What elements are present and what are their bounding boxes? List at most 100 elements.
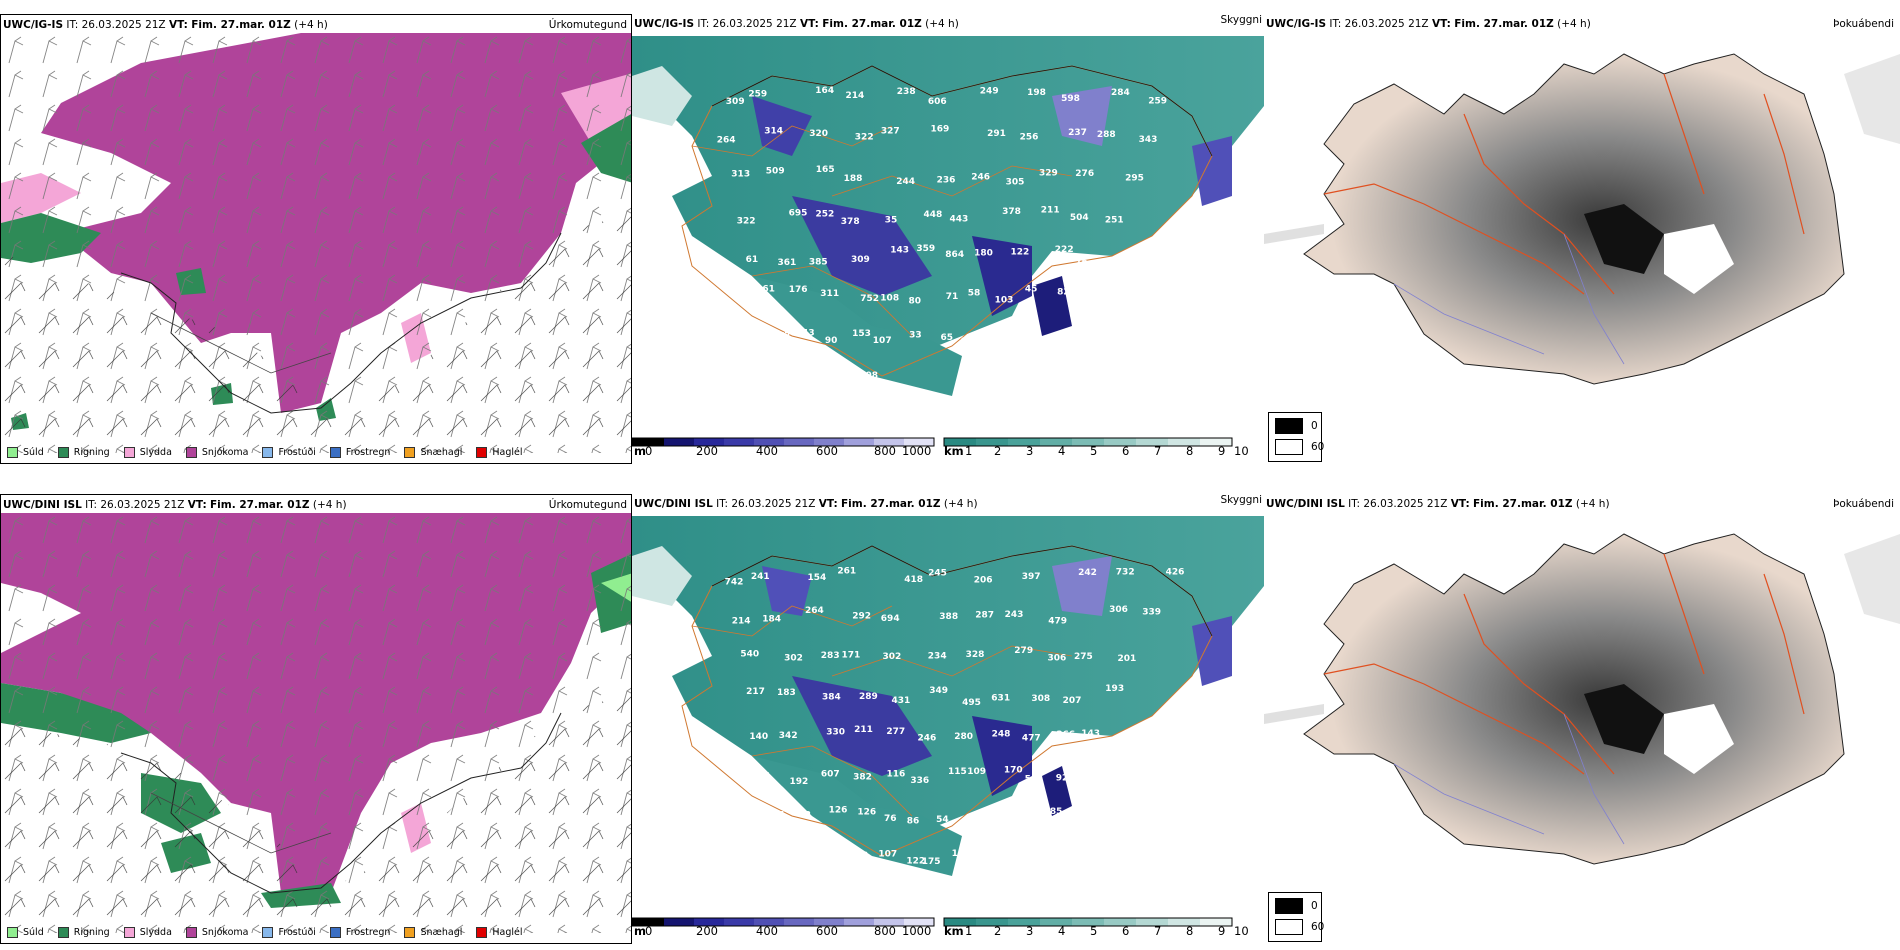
visibility-value-label: 126 [829,806,848,816]
visibility-value-label: 251 [1105,216,1124,226]
visibility-value-label: 277 [886,727,905,737]
visibility-value-label: 76 [999,848,1012,858]
fog-legend-row: 60 [1275,919,1324,935]
visibility-value-label: 752 [860,294,879,304]
legend-item: Frostúði [262,927,316,938]
visibility-value-label: 214 [846,91,865,101]
visibility-value-label: 431 [892,696,911,706]
visibility-value-label: 477 [1022,733,1041,743]
visibility-value-label: 306 [1109,605,1128,615]
visibility-colorbars-bottom [632,917,1233,927]
visibility-value-label: 33 [909,330,922,340]
visibility-value-label: 359 [916,244,935,254]
visibility-value-label: 309 [726,97,745,107]
panel-title-bottom-3: UWC/DINI ISL IT: 26.03.2025 21Z VT: Fim.… [1266,498,1610,510]
visibility-value-label: 116 [887,770,906,780]
visibility-value-label: 261 [837,567,856,577]
colorbar-tick: 1 [965,444,973,458]
legend-swatch [185,927,197,938]
colorbar-unit-m: m [634,444,646,458]
legend-swatch [476,927,488,938]
visibility-value-label: 607 [821,770,840,780]
legend-swatch [476,447,488,458]
colorbar-tick: 10 [1234,444,1249,458]
visibility-value-label: 101 [992,809,1011,819]
visibility-value-label: 164 [766,811,785,821]
visibility-value-label: 165 [816,165,835,175]
visibility-value-label: 45 [1025,284,1038,294]
panel-title-top-3: UWC/IG-IS IT: 26.03.2025 21Z VT: Fim. 27… [1266,18,1591,30]
panel-variable-title: Úrkomutegund [548,499,627,511]
visibility-value-label: 342 [779,731,798,741]
visibility-value-label: 314 [764,127,783,137]
visibility-value-label: 211 [854,725,873,735]
visibility-value-label: 198 [1027,88,1046,98]
colorbar-tick: 800 [874,924,896,938]
visibility-value-label: 184 [762,615,781,625]
colorbar-tick: 800 [874,444,896,458]
visibility-value-label: 320 [809,129,828,139]
visibility-value-label: 108 [880,294,899,304]
legend-item: Snæhagl [404,927,462,938]
legend-swatch [329,447,341,458]
colorbar-tick: 1000 [902,444,932,458]
visibility-value-label: 70 [1048,336,1061,346]
visibility-value-label: 93 [973,856,986,866]
colorbar-tick: 7 [1154,444,1162,458]
visibility-value-label: 308 [1031,694,1050,704]
visibility-value-label: 143 [890,245,909,255]
legend-swatch [7,447,18,458]
visibility-value-label: 252 [816,210,835,220]
visibility-value-label: 193 [1105,684,1124,694]
colorbar-tick: 400 [756,924,778,938]
visibility-value-label: 146 [961,337,980,347]
visibility-value-label: 229 [830,846,849,856]
visibility-value-label: 211 [1041,206,1060,216]
visibility-value-label: 305 [1006,178,1025,188]
colorbar-tick: 6 [1122,444,1130,458]
visibility-value-label: 207 [1063,696,1082,706]
colorbar-unit-m: m [634,924,646,938]
visibility-value-label: 92 [1056,773,1069,783]
visibility-value-label: 246 [918,734,937,744]
visibility-value-label: 122 [906,857,925,867]
legend-item: Frostúði [262,447,316,458]
visibility-value-label: 606 [928,97,947,107]
legend-item: Snjókoma [185,447,248,458]
visibility-value-label: 309 [851,255,870,265]
visibility-value-label: 864 [945,250,964,260]
visibility-value-label: 110 [952,849,971,859]
visibility-value-label: 171 [842,651,861,661]
visibility-value-label: 266 [1056,730,1075,740]
visibility-value-label: 295 [1125,174,1144,184]
colorbar-tick: 2 [994,444,1002,458]
panel-variable-title: Úrkomutegund [548,19,627,31]
colorbar-meters [632,917,935,927]
panel-variable-title: Þokuábendi [1833,18,1894,30]
visibility-value-label: 107 [878,850,897,860]
legend-item: Slydda [123,447,172,458]
legend-item: Snæhagl [404,447,462,458]
visibility-value-label: 336 [910,776,929,786]
visibility-value-label: 397 [1022,572,1041,582]
legend-item: Frostregn [329,927,390,938]
visibility-value-label: 598 [1061,94,1080,104]
visibility-value-label: 242 [1078,568,1097,578]
visibility-value-label: 175 [922,857,941,867]
visibility-value-label: 302 [784,653,803,663]
legend-swatch [262,927,274,938]
visibility-value-label: 201 [1118,654,1137,664]
visibility-value-label: 288 [1097,130,1116,140]
legend-swatch [7,927,18,938]
visibility-value-label: 143 [1081,729,1100,739]
fog-panel-top: UWC/IG-IS IT: 26.03.2025 21Z VT: Fim. 27… [1264,14,1900,464]
visibility-value-label: 276 [1075,169,1094,179]
colorbar-tick: 10 [1234,924,1249,938]
visibility-value-label: 343 [1139,135,1158,145]
colorbar-tick: 4 [1058,924,1066,938]
colorbar-tick: 2 [994,924,1002,938]
legend-swatch [123,447,135,458]
visibility-value-label: 38 [856,851,869,861]
visibility-value-label: 237 [1068,128,1087,138]
